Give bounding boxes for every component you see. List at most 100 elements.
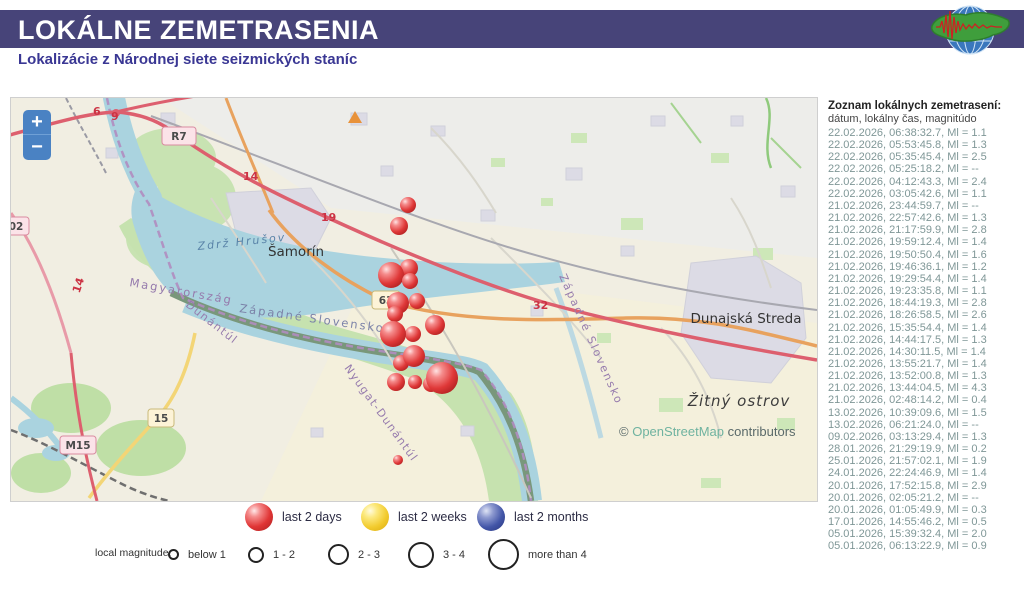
earthquake-list-item: 22.02.2026, 05:25:18.2, Ml = -- bbox=[828, 163, 979, 176]
earthquake-marker[interactable] bbox=[405, 326, 421, 342]
poi-triangle-icon bbox=[348, 111, 362, 123]
magnitude-circle-icon bbox=[168, 549, 179, 560]
earthquake-marker[interactable] bbox=[393, 455, 403, 465]
magnitude-legend-item: more than 4 bbox=[488, 539, 587, 570]
earthquake-list-item: 21.02.2026, 14:44:17.5, Ml = 1.3 bbox=[828, 333, 987, 346]
zoom-in-button[interactable]: + bbox=[23, 110, 51, 135]
magnitude-legend: below 1 1 - 2 2 - 3 3 - 4 more than 4 bbox=[168, 539, 587, 570]
magnitude-legend-label: 3 - 4 bbox=[443, 548, 466, 561]
earthquake-list-item: 20.01.2026, 17:52:15.8, Ml = 2.9 bbox=[828, 479, 987, 492]
earthquake-list-item: 28.01.2026, 21:29:19.9, Ml = 0.2 bbox=[828, 443, 987, 456]
earthquake-list-item: 22.02.2026, 05:53:45.8, Ml = 1.3 bbox=[828, 139, 987, 152]
earthquake-marker[interactable] bbox=[402, 273, 418, 289]
earthquake-list-item: 22.02.2026, 05:35:45.4, Ml = 2.5 bbox=[828, 151, 987, 164]
magnitude-circle-icon bbox=[408, 541, 434, 568]
magnitude-circle-icon bbox=[248, 546, 264, 563]
map-zoom-control: + − bbox=[23, 110, 51, 160]
magnitude-legend-item: below 1 bbox=[168, 539, 248, 570]
magnitude-circle-icon bbox=[488, 539, 519, 570]
road-badges: R7 M15 02 63 15 bbox=[11, 126, 401, 455]
zoom-out-button[interactable]: − bbox=[23, 135, 51, 160]
earthquake-list-item: 20.01.2026, 01:05:49.9, Ml = 0.3 bbox=[828, 503, 987, 516]
seismo-globe-logo bbox=[931, 5, 1010, 55]
earthquake-list-item: 09.02.2026, 03:13:29.4, Ml = 1.3 bbox=[828, 430, 987, 443]
earthquake-list-item: 21.02.2026, 14:30:11.5, Ml = 1.4 bbox=[828, 345, 986, 358]
age-legend: last 2 days last 2 weeks last 2 months bbox=[245, 503, 593, 531]
magnitude-legend-item: 1 - 2 bbox=[248, 539, 328, 570]
earthquake-list-item: 21.02.2026, 22:57:42.6, Ml = 1.3 bbox=[828, 212, 987, 225]
map-canvas[interactable]: R7 M15 02 63 15 6 9 19 32 14 14 Šamorín … bbox=[10, 97, 818, 502]
earthquake-list-item: 25.01.2026, 21:57:02.1, Ml = 1.9 bbox=[828, 455, 987, 468]
earthquake-list-item: 21.02.2026, 19:59:12.4, Ml = 1.4 bbox=[828, 236, 987, 249]
earthquake-list: 22.02.2026, 06:38:32.7, Ml = 1.1 22.02.20… bbox=[828, 127, 1022, 552]
earthquake-marker[interactable] bbox=[400, 197, 416, 213]
magnitude-legend-title: local magnitude: bbox=[95, 547, 172, 559]
earthquake-list-item: 21.02.2026, 21:17:59.9, Ml = 2.8 bbox=[828, 224, 987, 237]
earthquake-marker[interactable] bbox=[408, 375, 422, 389]
earthquake-list-item: 21.02.2026, 19:50:50.4, Ml = 1.6 bbox=[828, 248, 987, 261]
earthquake-list-panel: Zoznam lokálnych zemetrasení: dátum, lok… bbox=[828, 100, 1022, 552]
road-number-labels: 6 9 19 32 14 14 bbox=[70, 105, 548, 312]
seismogram-waveform bbox=[936, 10, 1002, 40]
earthquake-marker[interactable] bbox=[387, 373, 405, 391]
magnitude-legend-label: below 1 bbox=[188, 548, 226, 561]
earthquake-list-item: 22.02.2026, 04:12:43.3, Ml = 2.4 bbox=[828, 175, 987, 188]
earthquake-list-item: 21.02.2026, 18:26:58.5, Ml = 2.6 bbox=[828, 309, 987, 322]
road-label-14: 14 bbox=[243, 170, 259, 183]
earthquake-list-item: 21.02.2026, 13:52:00.8, Ml = 1.3 bbox=[828, 370, 987, 383]
road-badge-02: 02 bbox=[11, 221, 23, 233]
age-legend-item: last 2 months bbox=[477, 503, 593, 531]
earthquake-list-item: 21.02.2026, 19:23:35.8, Ml = 1.1 bbox=[828, 285, 987, 298]
magnitude-circle-icon bbox=[328, 544, 349, 565]
earthquake-list-item: 21.02.2026, 23:44:59.7, Ml = -- bbox=[828, 199, 979, 212]
earthquake-list-item: 21.02.2026, 18:44:19.3, Ml = 2.8 bbox=[828, 297, 987, 310]
earthquake-marker[interactable] bbox=[380, 321, 406, 347]
earthquake-marker[interactable] bbox=[400, 259, 418, 277]
magnitude-legend-label: 1 - 2 bbox=[273, 548, 296, 561]
earthquake-marker[interactable] bbox=[403, 345, 425, 367]
legend-ball-icon bbox=[245, 503, 273, 531]
earthquake-marker[interactable] bbox=[426, 362, 458, 394]
copyright-symbol: © bbox=[619, 424, 629, 439]
attribution-text: contributors bbox=[727, 424, 796, 439]
road-label-9: 9 bbox=[111, 110, 119, 123]
region-label-zitny-ostrov: Žitný ostrov bbox=[687, 391, 791, 410]
earthquake-list-item: 17.01.2026, 14:55:46.2, Ml = 0.5 bbox=[828, 516, 987, 528]
earthquake-marker[interactable] bbox=[378, 262, 404, 288]
page-title: LOKÁLNE ZEMETRASENIA bbox=[18, 15, 379, 45]
earthquake-list-item: 21.02.2026, 19:46:36.1, Ml = 1.2 bbox=[828, 260, 987, 273]
magnitude-legend-label: more than 4 bbox=[528, 548, 587, 561]
magnitude-legend-item: 2 - 3 bbox=[328, 539, 408, 570]
road-label-6: 6 bbox=[93, 105, 101, 118]
road-badge-15: 15 bbox=[154, 413, 169, 425]
earthquake-list-item: 21.02.2026, 13:55:21.7, Ml = 1.4 bbox=[828, 357, 987, 370]
road-label-32: 32 bbox=[533, 299, 548, 312]
legend-ball-icon bbox=[361, 503, 389, 531]
earthquake-list-title: Zoznam lokálnych zemetrasení: bbox=[828, 100, 1002, 112]
town-label-samorin: Šamorín bbox=[268, 242, 324, 260]
earthquake-list-item: 21.02.2026, 02:48:14.2, Ml = 0.4 bbox=[828, 394, 987, 407]
earthquake-list-item: 22.02.2026, 03:05:42.6, Ml = 1.1 bbox=[828, 187, 987, 200]
earthquake-markers bbox=[11, 98, 817, 501]
earthquake-marker[interactable] bbox=[409, 293, 425, 309]
earthquake-list-item: 24.01.2026, 22:24:46.9, Ml = 1.4 bbox=[828, 467, 987, 480]
earthquake-list-item: 13.02.2026, 06:21:24.0, Ml = -- bbox=[828, 418, 979, 431]
road-label-19: 19 bbox=[321, 211, 336, 224]
road-badge-m15: M15 bbox=[65, 440, 90, 452]
earthquake-list-item: 05.01.2026, 15:39:32.4, Ml = 2.0 bbox=[828, 528, 987, 541]
age-legend-item: last 2 weeks bbox=[361, 503, 477, 531]
earthquake-marker[interactable] bbox=[390, 217, 408, 235]
earthquake-marker[interactable] bbox=[425, 315, 445, 335]
earthquake-list-item: 21.02.2026, 15:35:54.4, Ml = 1.4 bbox=[828, 321, 987, 334]
magnitude-legend-item: 3 - 4 bbox=[408, 539, 488, 570]
road-label-14b: 14 bbox=[70, 276, 87, 295]
earthquake-list-item: 22.02.2026, 06:38:32.7, Ml = 1.1 bbox=[828, 127, 987, 139]
magnitude-legend-label: 2 - 3 bbox=[358, 548, 381, 561]
openstreetmap-link[interactable]: OpenStreetMap bbox=[632, 424, 724, 439]
country-border bbox=[105, 98, 533, 501]
earthquake-list-item: 21.02.2026, 13:44:04.5, Ml = 4.3 bbox=[828, 382, 987, 395]
header-bar bbox=[0, 10, 1024, 48]
map-attribution: © OpenStreetMap contributors bbox=[619, 424, 796, 439]
earthquake-marker[interactable] bbox=[387, 306, 403, 322]
age-legend-label: last 2 days bbox=[282, 510, 342, 524]
